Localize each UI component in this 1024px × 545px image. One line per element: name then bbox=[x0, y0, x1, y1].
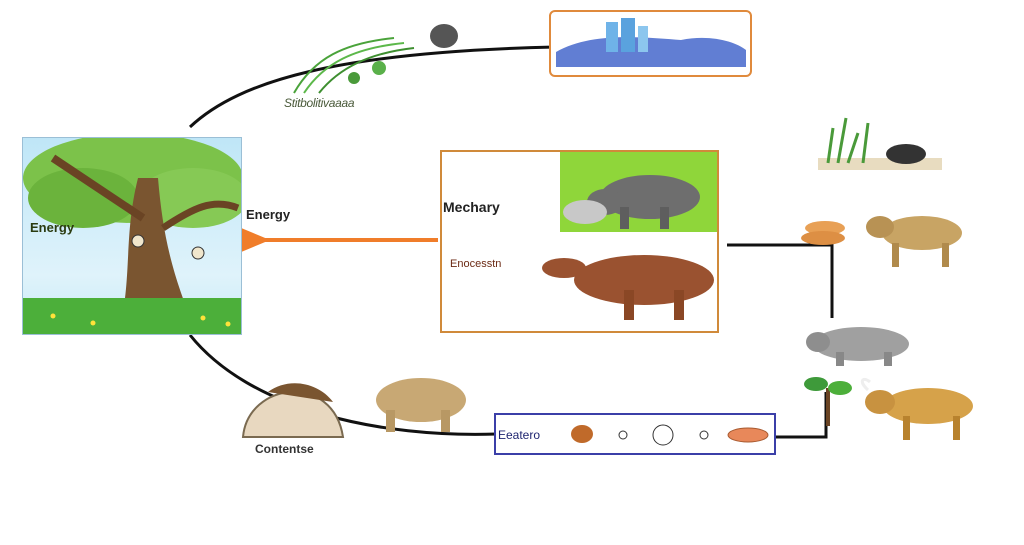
bottom-box-label: Eeatero bbox=[498, 428, 541, 442]
shell-icon bbox=[241, 383, 345, 438]
decomposition-label: Enocesstn bbox=[450, 258, 502, 270]
energy-label-mid: Energy bbox=[246, 207, 291, 222]
small-creature-icon bbox=[571, 425, 593, 443]
food-pellet-icon bbox=[801, 221, 845, 245]
mechanism-label: Mechary bbox=[443, 199, 500, 215]
circle-sequence bbox=[618, 424, 769, 446]
water-reservoir-icon bbox=[556, 18, 746, 67]
connector-right bbox=[727, 243, 834, 318]
grass-tuft-icon bbox=[818, 117, 942, 170]
seedling-icon bbox=[804, 377, 852, 426]
decomposer-animal-icon bbox=[542, 255, 714, 320]
mechanism-box bbox=[440, 150, 719, 333]
lion-icon bbox=[866, 216, 962, 267]
rhino-icon bbox=[563, 175, 700, 229]
grass-icon bbox=[293, 24, 458, 94]
bull-icon bbox=[860, 377, 973, 440]
tree-panel bbox=[22, 137, 242, 335]
decomposer-box bbox=[494, 413, 776, 455]
hippo-icon bbox=[806, 327, 909, 366]
consumers-label: Contentse bbox=[255, 442, 314, 456]
producers-label: Stitbolitivaaaa bbox=[284, 96, 355, 110]
elephant-icon bbox=[376, 378, 466, 432]
energy-label-left: Energy bbox=[30, 220, 75, 235]
tree-icon bbox=[23, 138, 241, 334]
water-reservoir-box bbox=[549, 10, 752, 77]
